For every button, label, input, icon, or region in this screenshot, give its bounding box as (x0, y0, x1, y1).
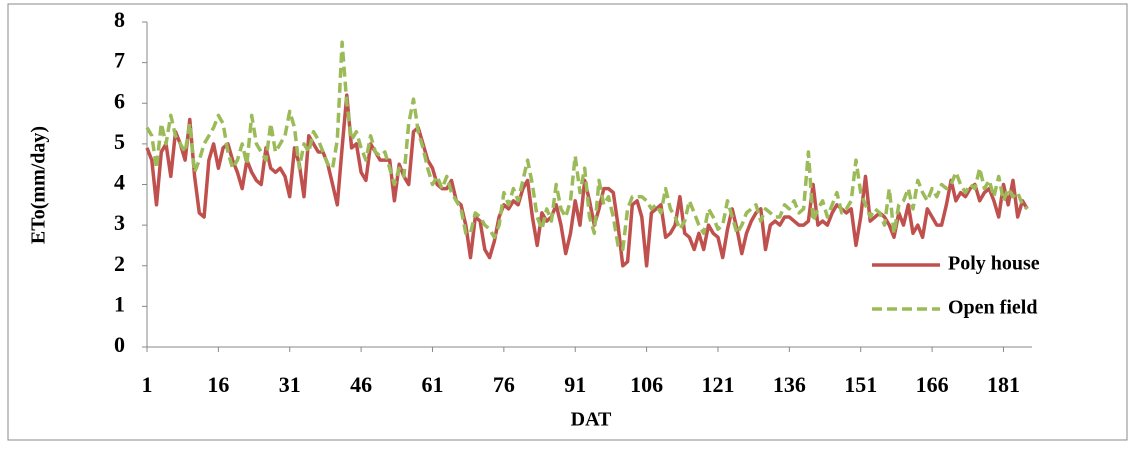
x-tick-label: 16 (207, 372, 229, 397)
chart-border (7, 3, 1128, 441)
series-line (145, 40, 1029, 252)
y-tick-label: 3 (114, 210, 125, 235)
x-axis-label: DAT (571, 409, 612, 431)
y-tick-label: 5 (114, 129, 125, 154)
y-axis-label: ETo(mm/day) (28, 126, 50, 244)
legend-label: Poly house (948, 253, 1040, 275)
x-tick-label: 76 (493, 372, 515, 397)
y-tick-label: 4 (114, 170, 125, 195)
x-tick-label: 166 (916, 372, 949, 397)
x-tick-label: 61 (421, 372, 443, 397)
x-tick-label: 181 (987, 372, 1020, 397)
y-tick-label: 7 (114, 48, 125, 73)
legend-label: Open field (948, 297, 1037, 319)
y-tick-label: 6 (114, 88, 125, 113)
y-tick-label: 8 (114, 7, 125, 32)
x-tick-label: 106 (630, 372, 663, 397)
y-tick-label: 2 (114, 251, 125, 276)
x-tick-label: 46 (350, 372, 372, 397)
x-tick-label: 151 (844, 372, 877, 397)
x-tick-label: 31 (279, 372, 301, 397)
x-tick-label: 1 (142, 372, 153, 397)
x-tick-label: 91 (564, 372, 586, 397)
x-tick-label: 121 (701, 372, 734, 397)
x-tick-label: 136 (773, 372, 806, 397)
y-tick-label: 0 (114, 332, 125, 357)
y-tick-label: 1 (114, 291, 125, 316)
